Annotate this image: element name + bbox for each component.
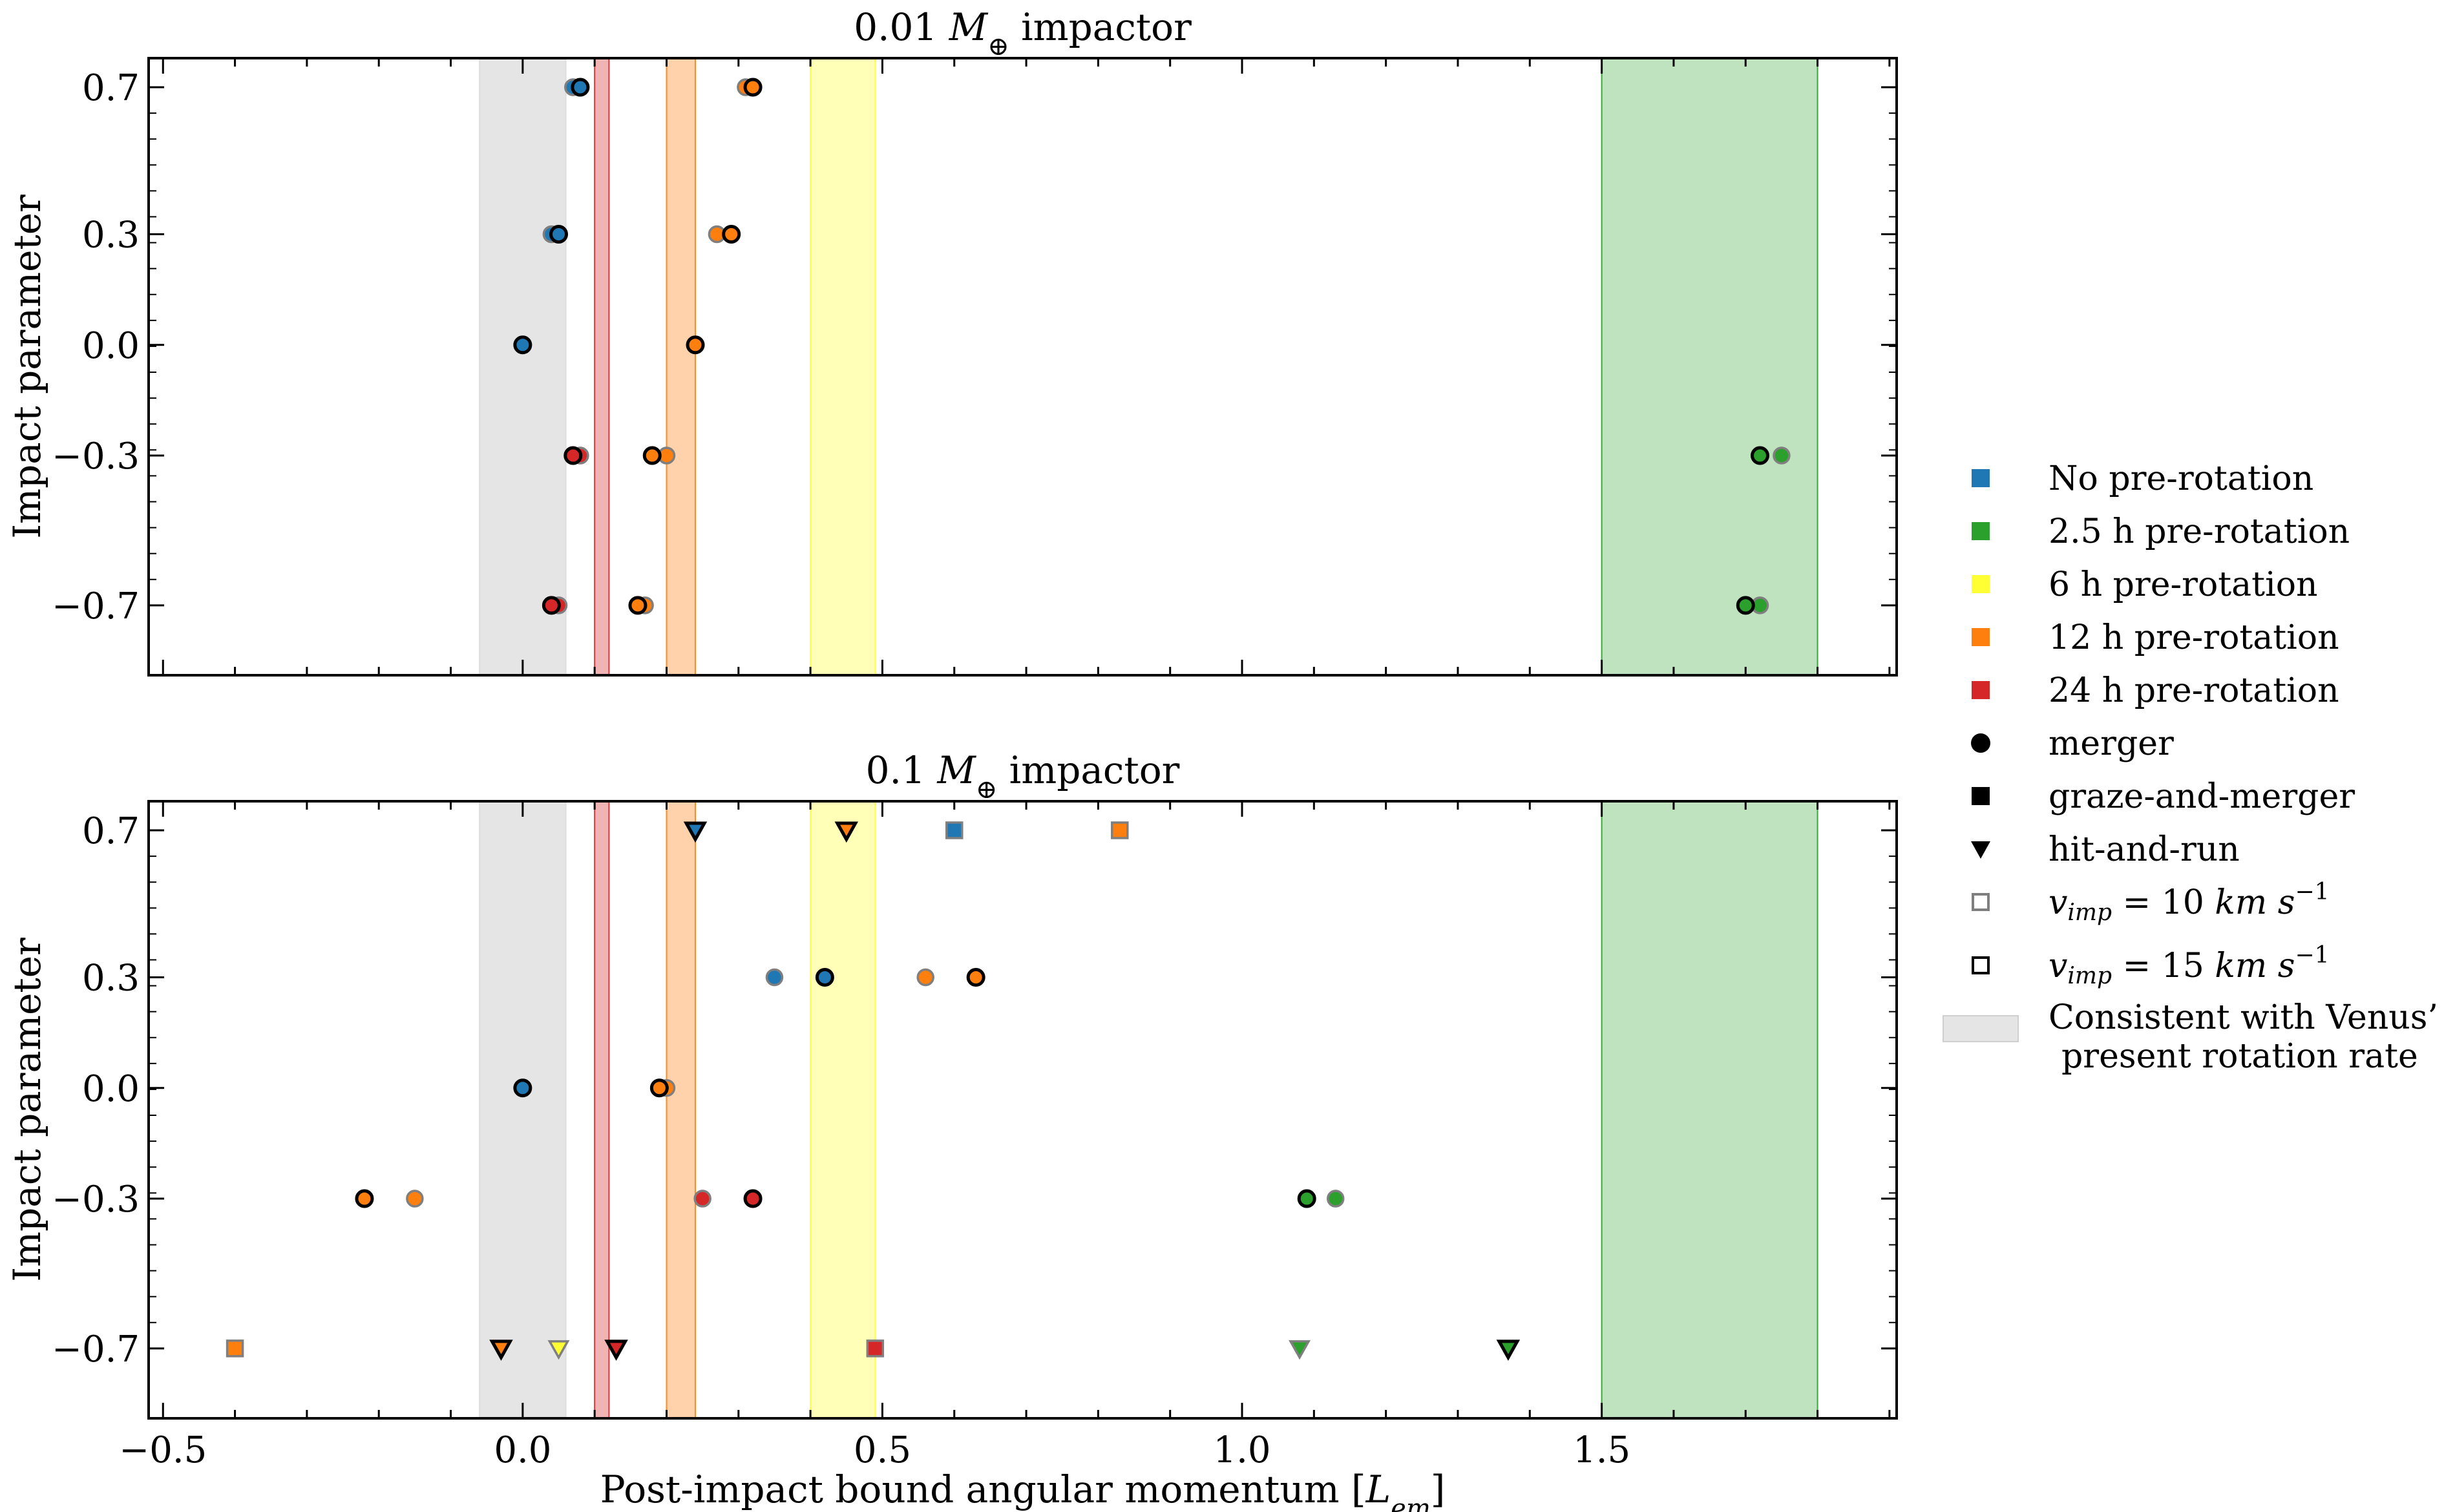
data-point-merger	[549, 224, 569, 244]
data-point-merger	[542, 596, 561, 615]
legend-marker-hit-and-run	[1971, 841, 1990, 859]
data-point-merger	[513, 1078, 532, 1098]
data-point-merger	[571, 78, 590, 97]
legend-label: vimp = 10 km s−1	[2049, 879, 2330, 926]
data-point-merger	[1736, 596, 1755, 615]
data-point-merger	[1297, 1189, 1316, 1208]
panel-title: 0.01 M⊕ impactor	[854, 5, 1192, 61]
legend-marker-v15	[1972, 956, 1990, 974]
band-24h	[594, 801, 610, 1419]
band-12h	[666, 58, 697, 676]
y-tick-label: 0.0	[82, 1068, 140, 1110]
legend-label: 24 h pre-rotation	[2049, 671, 2339, 710]
data-point-merger	[686, 335, 705, 355]
data-point-graze	[226, 1339, 244, 1358]
x-tick-label: 1.0	[1213, 1429, 1270, 1471]
legend-label: merger	[2049, 724, 2174, 763]
data-point-merger	[628, 596, 648, 615]
band-24h	[594, 58, 610, 676]
data-point-merger	[693, 1190, 711, 1208]
y-tick-label: 0.7	[82, 67, 140, 109]
legend-marker-v10	[1972, 893, 1990, 911]
band-venus	[479, 801, 567, 1419]
legend-swatch-24h	[1972, 681, 1990, 699]
legend-label: 12 h pre-rotation	[2049, 618, 2339, 657]
legend-label: No pre-rotation	[2049, 459, 2313, 498]
legend-marker-graze	[1972, 787, 1990, 805]
data-point-merger	[765, 968, 784, 987]
data-point-merger	[564, 446, 583, 465]
data-point-graze	[1111, 821, 1129, 839]
legend-swatch-venus	[1943, 1015, 2019, 1042]
legend: No pre-rotation 2.5 h pre-rotation 6 h pre…	[1943, 459, 2438, 1076]
legend-label: 6 h pre-rotation	[2049, 565, 2318, 604]
y-tick-label: −0.7	[52, 1328, 140, 1370]
y-axis-label: Impact parameter	[5, 194, 49, 539]
x-tick-label: 0.0	[494, 1429, 551, 1471]
data-point-hit-and-run	[489, 1339, 513, 1361]
y-tick-label: 0.7	[82, 810, 140, 852]
legend-label: hit-and-run	[2049, 830, 2240, 869]
data-point-merger	[743, 1189, 763, 1208]
panel-2: 0.7 0.3 0.0 −0.3 −0.7 0.1 M⊕ impactor Impact p…	[5, 748, 1898, 1420]
legend-label: graze-and-merger	[2049, 777, 2355, 816]
y-tick-label: −0.3	[52, 1179, 140, 1221]
y-tick-label: 0.0	[82, 325, 140, 367]
data-point-merger	[722, 224, 741, 244]
data-point-merger	[406, 1190, 424, 1208]
data-point-merger	[966, 967, 985, 987]
y-axis-label: Impact parameter	[5, 938, 49, 1282]
panel-title: 0.1 M⊕ impactor	[866, 748, 1180, 804]
band-6h	[810, 58, 876, 676]
data-point-merger	[1750, 446, 1769, 465]
data-point-hit-and-run	[1496, 1339, 1521, 1361]
band-6h	[810, 801, 876, 1419]
legend-label: 2.5 h pre-rotation	[2049, 512, 2350, 551]
data-point-merger	[649, 1078, 669, 1098]
data-point-hit-and-run	[683, 821, 708, 843]
legend-label: present rotation rate	[2061, 1037, 2418, 1076]
data-point-merger	[916, 968, 934, 987]
x-tick-label: −0.5	[119, 1429, 207, 1471]
data-point-merger	[815, 967, 834, 987]
data-point-graze	[945, 821, 964, 839]
band-12h	[666, 801, 697, 1419]
data-point-merger	[642, 446, 662, 465]
data-point-hit-and-run	[834, 821, 859, 843]
panel-1: 0.7 0.3 0.0 −0.3 −0.7 0.01 M⊕ impactor Impact …	[5, 5, 1898, 677]
data-point-merger	[1326, 1190, 1345, 1208]
legend-swatch-none	[1972, 469, 1990, 487]
data-point-hit-and-run	[547, 1340, 570, 1360]
x-tick-label: 0.5	[854, 1429, 911, 1471]
band-2.5h	[1601, 801, 1818, 1419]
data-point-merger	[743, 78, 763, 97]
data-point-hit-and-run	[1289, 1340, 1311, 1360]
data-point-merger	[1773, 446, 1791, 465]
legend-marker-merger	[1971, 733, 1990, 753]
x-tick-label: 1.5	[1573, 1429, 1630, 1471]
data-point-merger	[513, 335, 532, 355]
y-tick-label: −0.7	[52, 585, 140, 627]
legend-swatch-2.5h	[1972, 522, 1990, 540]
data-point-hit-and-run	[604, 1339, 628, 1361]
band-venus	[479, 58, 567, 676]
y-tick-label: 0.3	[82, 957, 140, 999]
legend-label: vimp = 15 km s−1	[2049, 942, 2330, 989]
y-tick-label: 0.3	[82, 214, 140, 256]
x-axis-label: Post-impact bound angular momentum [Lem]	[600, 1467, 1446, 1512]
legend-swatch-6h	[1972, 575, 1990, 593]
legend-label: Consistent with Venus’	[2049, 998, 2438, 1037]
legend-swatch-12h	[1972, 628, 1990, 646]
y-tick-label: −0.3	[52, 436, 140, 478]
band-2.5h	[1601, 58, 1818, 676]
plot-frame	[147, 57, 1898, 677]
data-point-merger	[355, 1189, 374, 1208]
data-point-graze	[866, 1339, 885, 1358]
plot-frame	[147, 800, 1898, 1420]
